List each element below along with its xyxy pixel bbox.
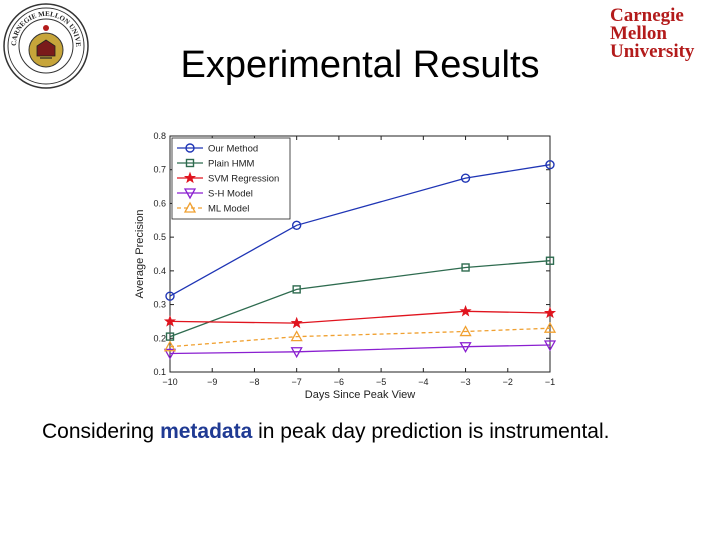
wordmark-line-3: University [610, 41, 695, 62]
chart-legend: Our Method Plain HMM SVM Regression S-H Mod… [171, 137, 291, 220]
data-point-s-h-model [543, 340, 557, 352]
caption-highlight: metadata [160, 420, 253, 443]
data-point-ml-model [543, 321, 557, 333]
x-axis-label: Days Since Peak View [305, 389, 416, 401]
data-point-s-h-model [459, 342, 472, 354]
data-point-plain-hmm [545, 256, 555, 265]
y-tick-label: 0.2 [153, 333, 166, 343]
data-point-plain-hmm [461, 263, 470, 272]
y-tick-label: 0.8 [153, 131, 166, 141]
slide-caption: Considering metadata in peak day predicti… [42, 420, 702, 444]
series-line-svm-regression [169, 310, 551, 324]
y-axis-label: Average Precision [134, 209, 146, 298]
data-point-ml-model [290, 330, 303, 342]
legend-label-s-h-model: S-H Model [208, 189, 253, 200]
y-tick-label: 0.1 [153, 367, 166, 377]
legend-label-our-method: Our Method [208, 144, 258, 155]
data-point-svm-regression [459, 304, 472, 317]
data-point-our-method [460, 173, 471, 183]
cmu-wordmark: Carnegie Mellon University [610, 5, 708, 62]
legend-marker-our-method [185, 143, 195, 153]
data-point-our-method [545, 159, 555, 170]
caption-rest: in peak day prediction is instrumental. [252, 420, 610, 443]
wordmark-line-1: Carnegie [610, 5, 684, 26]
plot-frame [169, 135, 551, 373]
data-point-plain-hmm [292, 285, 301, 294]
series-ml-model [163, 321, 557, 352]
data-point-our-method [165, 291, 175, 301]
x-tick-label: −1 [545, 377, 555, 387]
series-line-plain-hmm [169, 260, 551, 338]
caption-lead: Considering [42, 420, 155, 443]
data-point-svm-regression [163, 315, 177, 327]
legend-label-plain-hmm: Plain HMM [208, 159, 255, 170]
data-point-svm-regression [290, 316, 303, 329]
x-tick-label: −2 [503, 377, 513, 387]
y-tick-label: 0.5 [153, 232, 166, 242]
legend-marker-plain-hmm [185, 158, 195, 168]
data-point-ml-model [459, 325, 472, 337]
data-point-s-h-model [290, 347, 303, 359]
x-tick-label: −9 [207, 377, 217, 387]
x-tick-label: −8 [249, 377, 259, 387]
data-point-our-method [291, 220, 302, 231]
legend-marker-ml-model [183, 201, 197, 213]
y-tick-label: 0.3 [153, 300, 166, 310]
series-s-h-model [163, 340, 557, 360]
series-our-method [165, 159, 555, 301]
series-line-our-method [169, 164, 551, 297]
y-tick-label: 0.6 [153, 198, 166, 208]
precision-chart: 0.1 0.2 0.3 0.4 0.5 0.6 0.7 0.8 −10 −9 −8 −7 −6 −5 −4 −… [134, 131, 557, 401]
data-point-svm-regression [543, 306, 557, 319]
x-tick-label: −6 [334, 377, 344, 387]
series-plain-hmm [165, 256, 555, 341]
legend-marker-s-h-model [183, 188, 197, 200]
y-tick-label: 0.7 [153, 165, 166, 175]
x-tick-label: −4 [418, 377, 428, 387]
slide-title: Experimental Results [180, 44, 540, 86]
data-point-plain-hmm [165, 332, 175, 341]
series-svm-regression [163, 304, 557, 329]
x-tick-label: −5 [376, 377, 386, 387]
x-tick-label: −7 [292, 377, 302, 387]
y-tick-label: 0.4 [153, 266, 166, 276]
series-line-ml-model [169, 327, 551, 348]
x-tick-label: −3 [460, 377, 470, 387]
wordmark-line-2: Mellon [610, 23, 667, 44]
x-tick-label: −10 [162, 377, 177, 387]
series-line-s-h-model [169, 344, 551, 355]
legend-label-ml-model: ML Model [208, 204, 249, 215]
legend-marker-svm-regression [183, 171, 197, 184]
legend-label-svm-regression: SVM Regression [208, 174, 279, 185]
data-point-ml-model [163, 340, 177, 352]
data-point-s-h-model [163, 348, 177, 360]
university-seal: CARNEGIE MELLON UNIVERSITY [2, 2, 89, 89]
